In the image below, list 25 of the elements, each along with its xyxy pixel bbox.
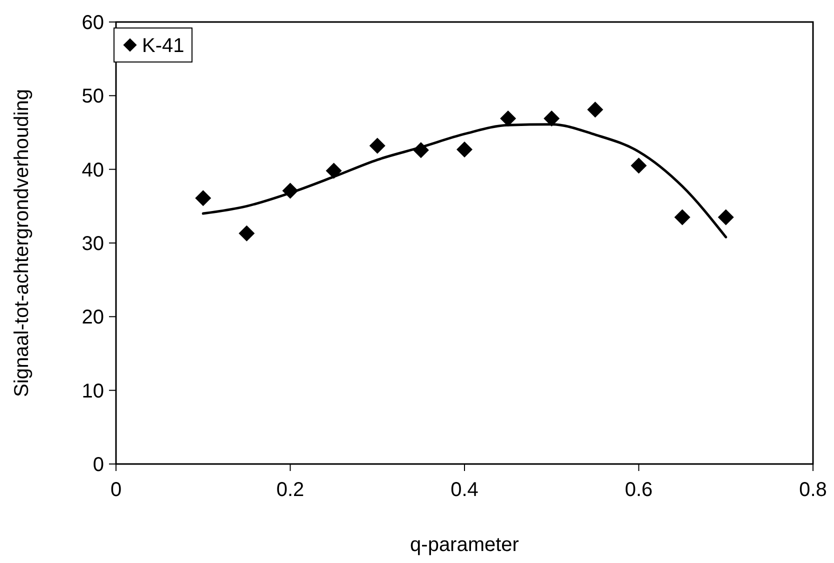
y-tick-label: 0 bbox=[92, 454, 104, 476]
y-tick-label: 20 bbox=[82, 306, 104, 329]
point bbox=[718, 209, 734, 226]
x-tick-label: 0.6 bbox=[624, 479, 653, 501]
point bbox=[369, 138, 386, 154]
x-tick-label: 0.4 bbox=[450, 479, 478, 501]
x-tick-label: 0.8 bbox=[799, 479, 827, 501]
legend-label: K-41 bbox=[142, 35, 184, 57]
x-axis-title: q-parameter bbox=[410, 534, 520, 556]
point bbox=[544, 110, 560, 127]
point bbox=[195, 190, 212, 206]
point bbox=[500, 110, 516, 127]
x-tick-label: 0 bbox=[110, 479, 122, 501]
y-axis-title: Signaal-tot-achtergrondverhouding bbox=[11, 89, 33, 397]
y-tick-label: 60 bbox=[82, 12, 104, 34]
point bbox=[456, 141, 472, 158]
point bbox=[674, 209, 690, 226]
y-tick-label: 30 bbox=[82, 233, 104, 255]
x-tick-label: 0.2 bbox=[276, 479, 304, 501]
point bbox=[630, 158, 647, 174]
point bbox=[238, 225, 255, 242]
y-tick-label: 40 bbox=[82, 159, 104, 182]
y-tick-label: 10 bbox=[82, 380, 104, 402]
point bbox=[587, 102, 604, 118]
y-tick-label: 50 bbox=[82, 86, 104, 108]
